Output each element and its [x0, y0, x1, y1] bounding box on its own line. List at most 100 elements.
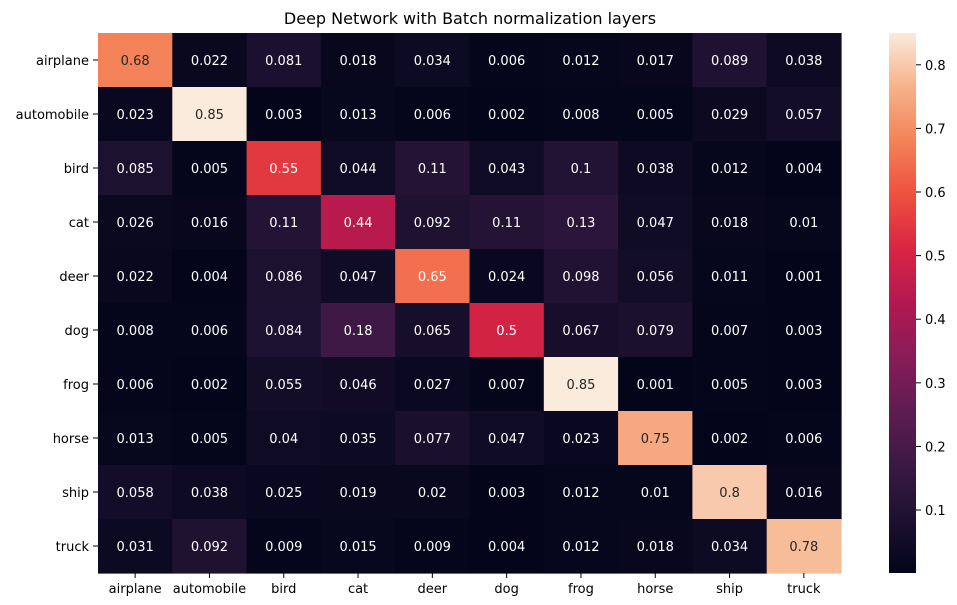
cell-value-label: 0.006: [488, 54, 525, 69]
cell-value-label: 0.009: [414, 540, 451, 555]
heatmap-cell: [395, 33, 471, 88]
cell-value-label: 0.086: [265, 270, 302, 285]
heatmap-cell: [692, 357, 768, 412]
heatmap-cell: [469, 33, 545, 88]
heatmap-cell: [618, 249, 693, 304]
y-tick-label: frog: [63, 378, 89, 393]
heatmap-cell: [543, 465, 619, 520]
heatmap-cell: [320, 411, 396, 466]
cell-value-label: 0.011: [711, 270, 748, 285]
heatmap-cell: [469, 411, 545, 466]
y-tick-label: automobile: [16, 108, 89, 123]
heatmap-cell: [98, 195, 173, 250]
heatmap-cell: [618, 465, 693, 520]
heatmap-cell: [618, 519, 693, 574]
cell-value-label: 0.007: [488, 378, 525, 393]
cell-value-label: 0.022: [117, 270, 154, 285]
heatmap-cell: [618, 33, 693, 88]
cell-value-label: 0.006: [117, 378, 154, 393]
heatmap-cell: [395, 195, 471, 250]
heatmap-cell: [469, 357, 545, 412]
cell-value-label: 0.058: [117, 486, 154, 501]
cell-value-label: 0.85: [566, 378, 595, 393]
colorbar-gradient: [889, 33, 916, 573]
cell-value-label: 0.55: [269, 162, 298, 177]
heatmap-cell: [98, 519, 173, 574]
heatmap-cell: [692, 195, 768, 250]
cell-value-label: 0.005: [711, 378, 748, 393]
cell-value-label: 0.78: [789, 540, 818, 555]
heatmap-cell: [543, 33, 619, 88]
cell-value-label: 0.8: [719, 486, 740, 501]
cell-value-label: 0.055: [265, 378, 302, 393]
heatmap-cell: [543, 249, 619, 304]
heatmap-cell: [246, 87, 322, 142]
heatmap-cell: [98, 357, 173, 412]
heatmap-cell: [98, 87, 173, 142]
y-axis-ticks: airplane automobile bird cat deer dog frog hors…: [16, 54, 98, 555]
colorbar-tick-label: 0.3: [925, 377, 946, 392]
cell-value-label: 0.004: [191, 270, 228, 285]
heatmap-cell: [469, 249, 545, 304]
heatmap-cell: [98, 249, 173, 304]
heatmap-cell: [543, 195, 619, 250]
colorbar-tick-label: 0.7: [925, 122, 946, 137]
colorbar-tick-label: 0.4: [925, 313, 946, 328]
cell-value-label: 0.027: [414, 378, 451, 393]
cell-value-label: 0.01: [641, 486, 670, 501]
heatmap-cell: [469, 195, 545, 250]
cell-value-label: 0.023: [117, 108, 154, 123]
x-tick-label: frog: [568, 582, 594, 597]
heatmap-cell: [395, 87, 471, 142]
x-tick-label: ship: [716, 582, 743, 597]
heatmap-cell: [395, 141, 471, 196]
heatmap-cell: [692, 519, 768, 574]
cell-value-label: 0.019: [339, 486, 376, 501]
heatmap-cell: [469, 519, 545, 574]
heatmap-cell: [618, 87, 693, 142]
heatmap-cell: [766, 249, 842, 304]
cell-value-label: 0.009: [265, 540, 302, 555]
colorbar-tick-label: 0.6: [925, 186, 946, 201]
x-tick-label: cat: [348, 582, 368, 597]
y-tick-label: airplane: [36, 54, 89, 69]
cell-value-label: 0.006: [785, 432, 822, 447]
heatmap-cell: [246, 33, 322, 88]
cell-value-label: 0.046: [339, 378, 376, 393]
heatmap-cell: [246, 519, 322, 574]
x-tick-label: airplane: [109, 582, 162, 597]
heatmap-cell: [469, 303, 545, 358]
cell-value-label: 0.047: [488, 432, 525, 447]
cell-value-label: 0.023: [562, 432, 599, 447]
y-tick-label: dog: [65, 324, 89, 339]
heatmap-cell: [246, 249, 322, 304]
heatmap-cell: [98, 303, 173, 358]
heatmap-cell: [395, 357, 471, 412]
cell-value-label: 0.047: [339, 270, 376, 285]
cell-value-label: 0.035: [339, 432, 376, 447]
cell-value-label: 0.003: [785, 378, 822, 393]
heatmap-cell: [766, 87, 842, 142]
cell-value-label: 0.015: [339, 540, 376, 555]
y-tick-label: cat: [69, 216, 89, 231]
heatmap-cell: [766, 195, 842, 250]
cell-value-label: 0.02: [418, 486, 447, 501]
cell-value-label: 0.005: [191, 432, 228, 447]
x-tick-label: deer: [418, 582, 448, 597]
heatmap-cell: [395, 249, 471, 304]
colorbar-tick-label: 0.8: [925, 59, 946, 74]
y-tick-label: truck: [56, 540, 90, 555]
heatmap-cell: [320, 33, 396, 88]
heatmap-cell: [172, 465, 248, 520]
x-axis-ticks: airplane automobile bird cat deer dog frog hors…: [109, 573, 821, 597]
cell-value-label: 0.006: [191, 324, 228, 339]
cell-value-label: 0.11: [418, 162, 447, 177]
heatmap-cell: [246, 141, 322, 196]
cell-value-label: 0.006: [414, 108, 451, 123]
heatmap-cell: [172, 249, 248, 304]
cell-value-label: 0.18: [344, 324, 373, 339]
heatmap-cell: [320, 195, 396, 250]
heatmap-cell: [618, 411, 693, 466]
cell-value-label: 0.003: [488, 486, 525, 501]
